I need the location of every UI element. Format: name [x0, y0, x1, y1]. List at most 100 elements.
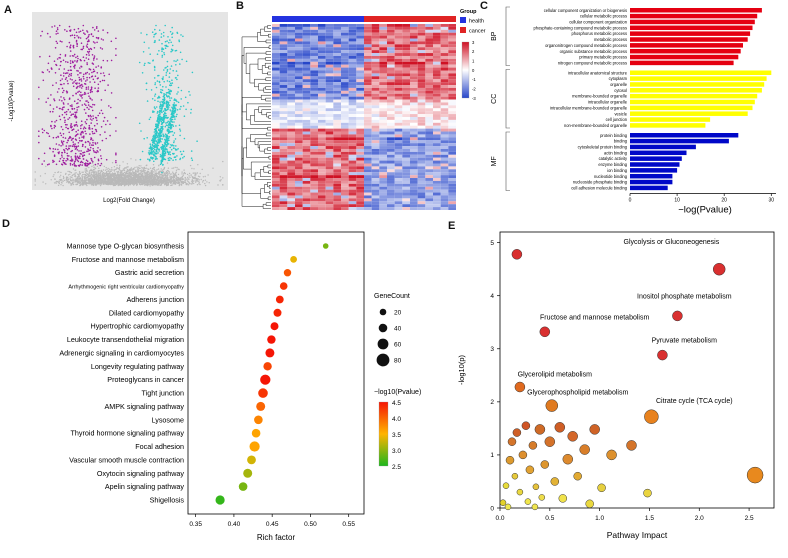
scatter-point-labeled: [672, 310, 683, 322]
x-tick-label: 0.50: [304, 521, 317, 528]
scatter-point: [505, 455, 515, 465]
pathway-label: Thyroid hormone signaling pathway: [71, 429, 185, 438]
scatter-point-labeled: [514, 381, 526, 393]
size-legend-value: 40: [394, 326, 402, 333]
pathway-label: Dilated cardiomyopathy: [109, 308, 185, 317]
point-annotation: Inositol phosphate metabolism: [637, 293, 732, 300]
go-term-label: organic substance metabolic process: [560, 49, 627, 54]
x-tick-label: 2.0: [695, 515, 704, 522]
go-bar: [630, 88, 762, 93]
colorscale-bar: [461, 41, 470, 99]
go-term-label: cytoplasm: [609, 76, 628, 81]
group-bracket: [505, 69, 510, 129]
go-bar: [630, 43, 743, 48]
scatter-point: [544, 436, 556, 447]
x-tick-label: 0: [629, 198, 632, 204]
scatter-point: [518, 450, 528, 460]
go-term-label: metabolic process: [594, 37, 627, 42]
go-bar: [630, 54, 739, 60]
go-term-label: cell junction: [606, 117, 628, 122]
scatter-point: [524, 498, 532, 505]
go-term-label: nitrogen compound metabolic process: [558, 60, 627, 65]
go-bar: [630, 70, 772, 75]
colorscale-tick: -3: [472, 96, 476, 101]
legend-title: Group: [460, 9, 477, 15]
go-bar: [630, 117, 711, 122]
panel-a-volcano: A Log2(Fold Change) -Log10(Pvalue): [4, 4, 234, 216]
scatter-point: [532, 483, 540, 491]
go-term-label: actin binding: [604, 150, 628, 155]
colorscale-tick: 0: [472, 68, 475, 73]
group-bracket: [505, 6, 510, 66]
x-tick-label: 0.5: [545, 515, 554, 522]
scatter-point-labeled: [644, 409, 659, 424]
scatter-point: [516, 488, 524, 496]
go-term-label: nucleoside phosphate binding: [573, 180, 628, 185]
pathway-dot: [260, 374, 271, 385]
scatter-point: [528, 441, 538, 450]
scatter-point: [597, 483, 606, 493]
volcano-points: [34, 24, 224, 187]
x-tick-label: 30: [769, 198, 775, 204]
pathway-label: Adherens junction: [126, 295, 184, 304]
scatter-point: [550, 477, 560, 486]
go-bar: [630, 179, 673, 185]
pathway-dot: [256, 401, 266, 411]
size-legend-value: 20: [394, 310, 402, 317]
pathway-dot: [254, 415, 263, 425]
go-term-label: cellular component organization or bioge…: [544, 8, 627, 13]
group-bracket: [505, 131, 510, 191]
point-annotation: Glycolysis or Gluconeogenesis: [624, 239, 720, 246]
x-tick-label: 0.55: [342, 521, 355, 528]
go-bar: [630, 8, 762, 13]
pathway-dot: [283, 269, 292, 277]
pathway-dot: [243, 468, 253, 478]
panel-label-c: C: [480, 0, 488, 12]
go-bar: [630, 48, 741, 54]
legend-label-health: health: [469, 19, 484, 25]
y-axis-label: -Log10(Pvalue): [9, 80, 15, 121]
pathway-dot: [258, 388, 268, 398]
pathway-label: Leukocyte transendothelial migration: [67, 335, 184, 344]
go-term-label: intracellular organelle: [588, 100, 628, 105]
colorscale-tick: -2: [472, 86, 476, 91]
color-legend-value: 4.0: [392, 416, 401, 423]
scatter-point: [567, 431, 578, 442]
go-bar: [630, 156, 682, 161]
scatter-point: [512, 428, 522, 437]
panel-label-d: D: [2, 218, 10, 230]
go-term-label: protein binding: [600, 133, 628, 138]
scatter-point: [573, 471, 582, 481]
legend-swatch-health: [460, 17, 466, 23]
go-term-label: ion binding: [607, 168, 628, 173]
legend-label-cancer: cancer: [469, 29, 486, 35]
colorscale-tick: 1: [472, 58, 475, 63]
pathway-dot: [322, 243, 329, 249]
y-tick-label: 2: [490, 399, 494, 406]
plot-background: [32, 12, 228, 190]
scatter-point: [626, 440, 637, 451]
scatter-point: [511, 249, 523, 260]
heatmap-cells: [272, 24, 456, 210]
y-tick-label: 3: [490, 346, 494, 353]
x-axis-label: Log2(Fold Change): [103, 198, 155, 204]
pathway-dot: [215, 495, 225, 505]
go-bar: [630, 150, 687, 156]
go-bar: [630, 82, 765, 87]
scatter-point: [606, 449, 617, 461]
go-term-label: organelle: [610, 82, 628, 87]
go-bar: [630, 31, 751, 36]
go-bar: [630, 111, 748, 116]
y-tick-label: 5: [490, 240, 494, 247]
group-bar-cancer: [364, 16, 456, 22]
group-bar-health: [272, 16, 364, 22]
pathway-dot: [275, 295, 284, 304]
x-tick-label: 2.5: [745, 515, 754, 522]
scatter-point-labeled: [712, 262, 726, 276]
color-legend-value: 2.5: [392, 464, 401, 471]
y-tick-label: 0: [490, 505, 494, 512]
go-term-label: phosphate-containing compound metabolic …: [533, 25, 627, 30]
size-legend-dot: [378, 323, 388, 333]
color-legend-value: 3.0: [392, 448, 401, 455]
